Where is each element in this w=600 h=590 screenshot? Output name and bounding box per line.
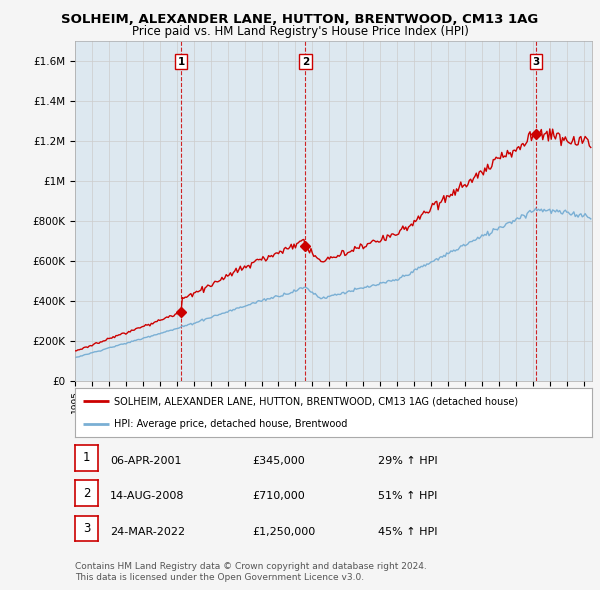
Text: £1,250,000: £1,250,000 [252, 527, 315, 536]
Text: 3: 3 [83, 522, 90, 535]
Text: 45% ↑ HPI: 45% ↑ HPI [378, 527, 437, 536]
Text: Contains HM Land Registry data © Crown copyright and database right 2024.
This d: Contains HM Land Registry data © Crown c… [75, 562, 427, 582]
Text: SOLHEIM, ALEXANDER LANE, HUTTON, BRENTWOOD, CM13 1AG: SOLHEIM, ALEXANDER LANE, HUTTON, BRENTWO… [61, 13, 539, 26]
Text: 14-AUG-2008: 14-AUG-2008 [110, 491, 184, 501]
Text: 24-MAR-2022: 24-MAR-2022 [110, 527, 185, 536]
Text: 1: 1 [83, 451, 90, 464]
Text: 2: 2 [302, 57, 309, 67]
Text: Price paid vs. HM Land Registry's House Price Index (HPI): Price paid vs. HM Land Registry's House … [131, 25, 469, 38]
Text: 2: 2 [83, 487, 90, 500]
Text: 29% ↑ HPI: 29% ↑ HPI [378, 456, 437, 466]
Text: 06-APR-2001: 06-APR-2001 [110, 456, 181, 466]
Text: HPI: Average price, detached house, Brentwood: HPI: Average price, detached house, Bren… [114, 418, 347, 428]
Text: £710,000: £710,000 [252, 491, 305, 501]
Text: 51% ↑ HPI: 51% ↑ HPI [378, 491, 437, 501]
Text: 3: 3 [533, 57, 540, 67]
Text: SOLHEIM, ALEXANDER LANE, HUTTON, BRENTWOOD, CM13 1AG (detached house): SOLHEIM, ALEXANDER LANE, HUTTON, BRENTWO… [114, 396, 518, 407]
Text: £345,000: £345,000 [252, 456, 305, 466]
Text: 1: 1 [178, 57, 185, 67]
